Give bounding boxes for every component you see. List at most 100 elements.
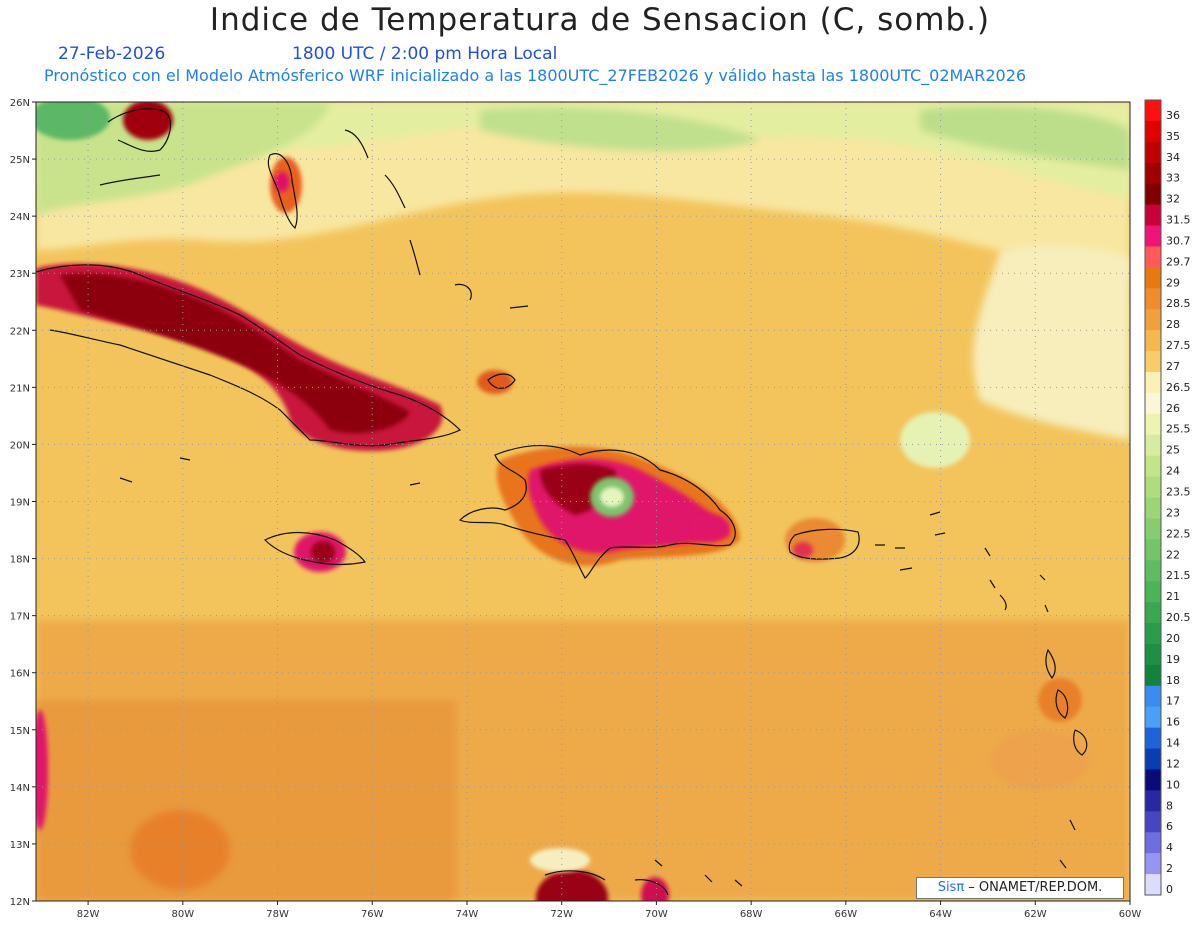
lat-tick-label: 23N	[10, 269, 30, 280]
colorbar-swatch	[1145, 162, 1161, 185]
lon-tick-label: 66W	[835, 909, 858, 920]
colorbar-label: 4	[1166, 841, 1173, 854]
colorbar-swatch	[1145, 330, 1161, 352]
lat-tick-label: 24N	[10, 212, 30, 223]
colorbar-swatch	[1145, 120, 1161, 143]
colorbar-label: 8	[1166, 799, 1173, 812]
credit-brand: Sis	[937, 880, 957, 895]
colorbar-label: 33	[1166, 172, 1180, 185]
colorbar-label: 6	[1166, 820, 1173, 833]
colorbar-swatch	[1145, 225, 1161, 247]
colorbar-swatch	[1145, 853, 1161, 875]
lon-tick-label: 82W	[77, 909, 100, 920]
colorbar-label: 31.5	[1166, 214, 1191, 227]
colorbar-label: 20.5	[1166, 611, 1191, 624]
colorbar-swatch	[1145, 204, 1161, 227]
colorbar-swatch	[1145, 288, 1161, 310]
colorbar-swatch	[1145, 518, 1161, 540]
colorbar-label: 27	[1166, 360, 1180, 373]
colorbar-label: 26.5	[1166, 381, 1191, 394]
credit-box: Sisπ – ONAMET/REP.DOM.	[916, 877, 1124, 899]
colorbar-label: 22	[1166, 548, 1180, 561]
colorbar-swatch	[1145, 643, 1161, 666]
colorbar-label: 17	[1166, 695, 1180, 708]
lat-tick-label: 18N	[10, 555, 30, 566]
colorbar-swatch	[1145, 267, 1161, 289]
lat-tick-label: 20N	[10, 440, 30, 451]
lon-tick-label: 64W	[929, 909, 952, 920]
colorbar-swatch	[1145, 371, 1161, 394]
colorbar: 363534333231.530.729.72928.52827.52726.5…	[1144, 99, 1191, 896]
lat-tick-label: 12N	[10, 897, 30, 908]
colorbar-swatch	[1145, 874, 1161, 896]
colorbar-label: 22.5	[1166, 527, 1191, 540]
lon-tick-label: 74W	[456, 909, 479, 920]
colorbar-label: 28.5	[1166, 297, 1191, 310]
colorbar-label: 14	[1166, 737, 1180, 750]
colorbar-label: 25.5	[1166, 423, 1191, 436]
colorbar-label: 29	[1166, 276, 1180, 289]
lon-tick-label: 76W	[361, 909, 384, 920]
colorbar-swatch	[1145, 309, 1161, 331]
colorbar-frame	[1144, 99, 1162, 896]
colorbar-swatch	[1145, 476, 1161, 498]
colorbar-swatch	[1145, 497, 1161, 519]
colorbar-label: 21	[1166, 590, 1180, 603]
colorbar-label: 27.5	[1166, 339, 1191, 352]
temperature-field	[36, 102, 1130, 901]
colorbar-swatch	[1145, 769, 1161, 791]
colorbar-label: 34	[1166, 151, 1180, 164]
colorbar-swatch	[1145, 413, 1161, 436]
colorbar-swatch	[1145, 392, 1161, 415]
colorbar-label: 26	[1166, 402, 1180, 415]
colorbar-swatch	[1145, 832, 1161, 854]
colorbar-swatch	[1145, 581, 1161, 603]
lat-tick-label: 14N	[10, 783, 30, 794]
lat-tick-label: 22N	[10, 326, 30, 337]
colorbar-label: 35	[1166, 130, 1180, 143]
colorbar-label: 16	[1166, 716, 1180, 729]
lat-tick-label: 21N	[10, 383, 30, 394]
lat-tick-label: 16N	[10, 669, 30, 680]
colorbar-label: 28	[1166, 318, 1180, 331]
colorbar-swatch	[1145, 246, 1161, 268]
lat-tick-label: 25N	[10, 155, 30, 166]
colorbar-swatch	[1145, 183, 1161, 206]
lon-tick-label: 62W	[1024, 909, 1047, 920]
colorbar-label: 19	[1166, 653, 1180, 666]
colorbar-label: 23.5	[1166, 486, 1191, 499]
lat-tick-label: 26N	[10, 98, 30, 109]
colorbar-label: 32	[1166, 193, 1180, 206]
colorbar-label: 24	[1166, 465, 1180, 478]
colorbar-label: 10	[1166, 778, 1180, 791]
lon-tick-label: 68W	[740, 909, 763, 920]
lon-tick-label: 72W	[550, 909, 573, 920]
lon-tick-label: 80W	[172, 909, 195, 920]
colorbar-swatch	[1145, 748, 1161, 770]
colorbar-label: 0	[1166, 883, 1173, 896]
lat-tick-label: 17N	[10, 612, 30, 623]
coastlines	[36, 108, 1088, 896]
colorbar-swatch	[1145, 455, 1161, 478]
colorbar-swatch	[1145, 100, 1161, 122]
lon-tick-label: 60W	[1119, 909, 1142, 920]
colorbar-label: 20	[1166, 632, 1180, 645]
colorbar-swatch	[1145, 811, 1161, 833]
credit-org: – ONAMET/REP.DOM.	[964, 880, 1103, 895]
colorbar-swatch	[1145, 560, 1161, 582]
colorbar-label: 29.7	[1166, 255, 1191, 268]
colorbar-label: 25	[1166, 444, 1180, 457]
colorbar-swatch	[1145, 539, 1161, 561]
colorbar-swatch	[1145, 664, 1161, 687]
colorbar-label: 30.7	[1166, 234, 1191, 247]
colorbar-swatch	[1145, 790, 1161, 812]
colorbar-swatch	[1145, 685, 1161, 708]
colorbar-label: 23	[1166, 506, 1180, 519]
colorbar-swatch	[1145, 623, 1161, 645]
forecast-date: 27-Feb-2026	[58, 44, 166, 64]
colorbar-swatch	[1145, 706, 1161, 729]
lon-tick-label: 70W	[645, 909, 668, 920]
lon-tick-label: 78W	[266, 909, 289, 920]
lat-tick-label: 13N	[10, 840, 30, 851]
